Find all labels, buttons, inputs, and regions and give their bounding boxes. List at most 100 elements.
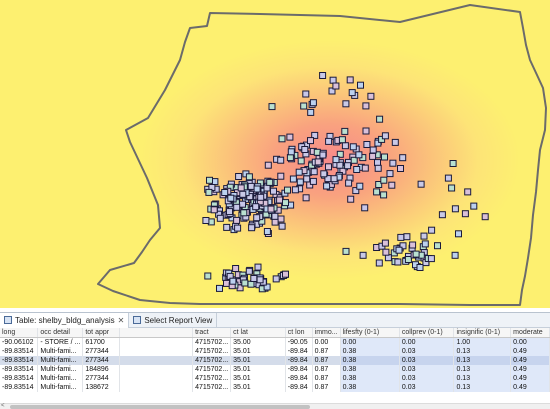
building-marker[interactable] [253,214,261,222]
table-cell[interactable]: 184896 [82,365,120,374]
building-marker[interactable] [232,265,240,272]
table-cell[interactable]: 35.01 [230,383,286,392]
building-marker[interactable] [451,251,459,259]
building-marker[interactable] [342,100,350,108]
building-marker[interactable] [309,177,317,185]
building-marker[interactable] [263,283,271,291]
map-view[interactable] [0,0,550,308]
building-marker[interactable] [344,162,352,170]
building-marker[interactable] [342,247,350,255]
building-marker[interactable] [297,157,305,165]
building-marker[interactable] [451,205,459,213]
building-marker[interactable] [381,239,389,247]
table-cell[interactable]: 277344 [82,356,120,365]
table-cell[interactable]: Multi-fami... [37,347,84,356]
building-marker[interactable] [264,161,272,169]
building-marker[interactable] [320,170,328,178]
building-marker[interactable] [374,164,382,172]
building-marker[interactable] [271,212,279,220]
table-cell[interactable]: 0.00 [312,337,341,347]
building-marker[interactable] [325,137,333,145]
building-marker[interactable] [271,218,279,226]
table-cell[interactable]: 0.13 [453,356,512,365]
column-header[interactable]: lifesfty (0-1) [340,328,400,338]
building-marker[interactable] [291,186,299,194]
building-marker[interactable] [309,99,317,107]
building-marker[interactable] [420,232,428,240]
table-cell[interactable]: -89.84 [285,365,313,374]
building-marker[interactable] [270,187,277,195]
building-marker[interactable] [278,135,286,143]
table-cell[interactable]: 0.13 [453,374,512,383]
building-marker[interactable] [206,176,213,184]
building-marker[interactable] [325,163,332,171]
building-marker[interactable] [221,189,229,196]
table-cell[interactable]: Multi-fami... [37,383,84,392]
building-marker[interactable] [346,76,354,84]
table-cell[interactable]: 0.38 [340,356,400,365]
building-marker[interactable] [286,133,294,141]
table-cell[interactable]: -90.06102 [0,337,39,347]
building-marker[interactable] [256,276,264,284]
attribute-table[interactable]: long occ detail tot appr tract ct lat ct lon i… [0,328,550,392]
building-marker[interactable] [404,256,412,263]
building-marker[interactable] [245,173,253,181]
table-cell[interactable]: - STORE / ... [37,337,84,347]
building-marker[interactable] [278,222,286,230]
building-marker[interactable] [417,180,425,188]
building-marker[interactable] [361,164,369,172]
building-marker[interactable] [227,194,235,202]
building-marker[interactable] [362,127,370,135]
building-marker[interactable] [399,154,407,162]
table-cell[interactable]: -89.83514 [0,356,39,365]
building-marker[interactable] [253,185,261,193]
tab-table[interactable]: Table: shelby_bldg_analysis ✕ [0,312,130,328]
table-cell[interactable]: 0.03 [399,347,455,356]
building-marker[interactable] [434,242,441,250]
building-marker[interactable] [223,279,230,287]
table-cell[interactable]: -89.83514 [0,365,39,374]
table-cell[interactable]: 0.87 [312,374,341,383]
table-cell[interactable]: 61700 [82,337,120,347]
building-marker[interactable] [388,181,396,189]
building-marker[interactable] [235,173,243,180]
building-marker[interactable] [307,137,314,145]
table-cell[interactable]: 0.87 [312,356,341,365]
building-marker[interactable] [276,196,284,204]
table-cell[interactable]: 0.49 [510,365,550,374]
horizontal-scrollbar[interactable]: < [0,403,550,409]
building-marker[interactable] [464,188,472,196]
table-cell[interactable] [119,347,194,356]
building-marker[interactable] [332,82,340,90]
building-marker[interactable] [345,179,353,187]
building-marker[interactable] [455,230,462,238]
building-marker[interactable] [246,193,254,201]
building-marker[interactable] [380,191,388,199]
building-marker[interactable] [397,233,405,241]
building-marker[interactable] [272,275,280,283]
building-marker[interactable] [341,142,349,150]
table-cell[interactable]: -89.84 [285,383,313,392]
table-cell[interactable]: 0.87 [312,383,341,392]
building-marker[interactable] [300,102,308,110]
building-marker[interactable] [237,184,245,192]
column-header[interactable]: ct lat [230,328,286,338]
table-cell[interactable]: 0.03 [399,365,455,374]
table-cell[interactable]: -89.84 [285,347,313,356]
column-header[interactable]: insignific (0-1) [453,328,512,338]
building-marker[interactable] [395,246,403,254]
table-cell[interactable]: 0.03 [399,356,455,365]
table-cell[interactable]: 35.01 [230,356,286,365]
scroll-left-icon[interactable]: < [1,403,5,409]
building-marker[interactable] [461,210,469,218]
table-cell[interactable]: 0.38 [340,347,400,356]
building-marker[interactable] [323,182,331,190]
building-marker[interactable] [287,148,295,156]
building-marker[interactable] [382,248,390,256]
close-icon[interactable]: ✕ [117,315,125,325]
building-marker[interactable] [438,211,446,219]
building-marker[interactable] [409,241,417,249]
table-cell[interactable] [119,365,194,374]
building-marker[interactable] [369,152,377,160]
column-header[interactable]: tot appr [82,328,120,338]
